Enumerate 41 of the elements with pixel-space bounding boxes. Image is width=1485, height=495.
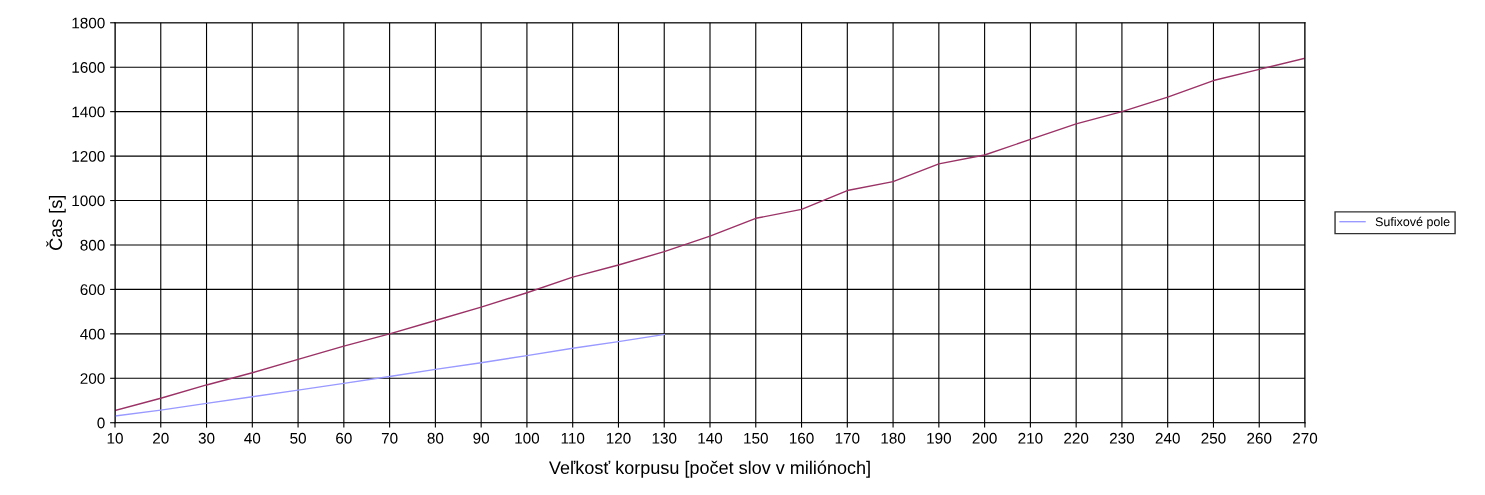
x-tick-label: 120	[606, 432, 631, 444]
x-tick-label: 60	[336, 432, 352, 444]
y-tick-label: 400	[80, 328, 105, 340]
y-tick-label: 1600	[72, 62, 105, 73]
x-tick-label: 220	[1064, 432, 1089, 444]
x-tick-label: 90	[473, 432, 490, 444]
y-tick-label: 1800	[72, 17, 105, 29]
line-series	[115, 333, 665, 417]
y-tick-label: 200	[80, 373, 105, 384]
x-tick-label: 270	[1293, 432, 1318, 444]
x-tick-label: 110	[561, 432, 585, 444]
y-tick-label: 1200	[72, 150, 105, 162]
x-tick-label: 250	[1201, 432, 1226, 444]
x-tick-label: 10	[107, 432, 123, 444]
x-tick-label: 260	[1247, 432, 1272, 444]
y-tick-label: 800	[80, 239, 105, 251]
x-tick-label: 100	[515, 432, 540, 444]
x-tick-label: 130	[652, 432, 677, 444]
y-tick-label: 1000	[72, 195, 105, 207]
x-tick-label: 190	[927, 432, 951, 444]
x-tick-label: 30	[198, 432, 215, 444]
x-tick-label: 40	[244, 432, 261, 444]
legend-label: Sufixové pole	[1375, 216, 1450, 229]
x-tick-label: 170	[835, 432, 860, 444]
x-tick-label: 210	[1018, 432, 1043, 444]
x-tick-label: 160	[789, 432, 814, 444]
y-tick-label: 0	[97, 417, 105, 429]
x-tick-label: 70	[381, 432, 398, 444]
x-axis-title: Veľkosť korpusu [počet slov v miliónoch]	[549, 460, 870, 478]
x-tick-label: 200	[972, 432, 997, 444]
x-tick-label: 150	[744, 432, 768, 444]
x-tick-label: 50	[290, 432, 306, 444]
x-tick-label: 240	[1155, 432, 1180, 444]
x-tick-label: 140	[698, 432, 723, 444]
y-axis-title: Čas [s]	[46, 195, 66, 250]
y-tick-label: 600	[80, 284, 105, 296]
x-tick-label: 180	[881, 432, 906, 444]
x-tick-label: 230	[1109, 432, 1135, 444]
y-tick-label: 1400	[72, 106, 105, 118]
x-tick-label: 20	[153, 432, 169, 444]
x-tick-label: 80	[427, 432, 444, 444]
